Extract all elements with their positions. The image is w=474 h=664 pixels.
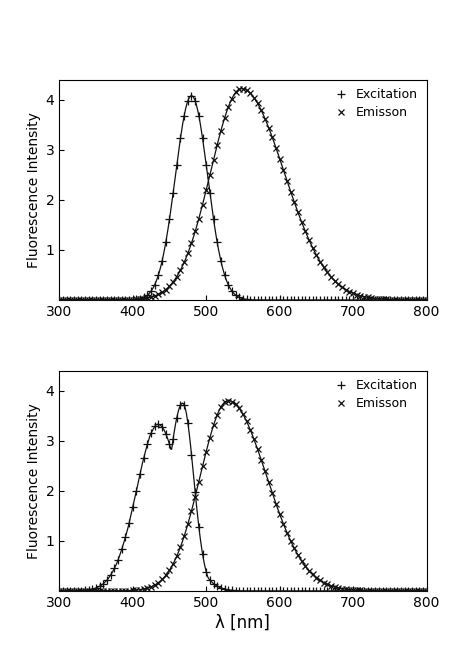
Excitation: [82, 296, 88, 304]
Emisson: [148, 583, 154, 591]
Emisson: [281, 520, 286, 528]
Emisson: [240, 85, 246, 93]
Emisson: [336, 280, 341, 288]
Emisson: [226, 104, 231, 112]
Excitation: [281, 587, 286, 595]
Excitation: [336, 296, 341, 304]
Emisson: [317, 576, 323, 584]
Excitation: [336, 587, 341, 595]
Emisson: [317, 258, 323, 266]
Excitation: [281, 296, 286, 304]
Excitation: [181, 401, 187, 409]
X-axis label: λ [nm]: λ [nm]: [216, 614, 270, 632]
Emisson: [336, 584, 341, 592]
Line: Emisson: Emisson: [56, 398, 430, 594]
Excitation: [229, 287, 235, 295]
Emisson: [56, 296, 62, 304]
Excitation: [82, 586, 88, 594]
Excitation: [317, 296, 323, 304]
Excitation: [56, 296, 62, 304]
Excitation: [424, 587, 429, 595]
Excitation: [148, 429, 154, 437]
Excitation: [56, 587, 62, 595]
Line: Excitation: Excitation: [55, 401, 430, 595]
Y-axis label: Fluorescence Intensity: Fluorescence Intensity: [27, 403, 41, 558]
Emisson: [148, 293, 154, 301]
Legend: Excitation, Emisson: Excitation, Emisson: [329, 86, 420, 122]
Line: Emisson: Emisson: [56, 86, 430, 303]
Emisson: [281, 165, 286, 173]
Emisson: [82, 587, 88, 595]
Excitation: [189, 92, 194, 100]
Emisson: [82, 296, 88, 304]
Excitation: [229, 586, 235, 594]
Excitation: [148, 287, 154, 295]
Y-axis label: Fluorescence Intensity: Fluorescence Intensity: [27, 112, 41, 268]
Emisson: [229, 398, 235, 406]
Excitation: [317, 587, 323, 595]
Emisson: [424, 587, 429, 595]
Emisson: [424, 296, 429, 304]
Emisson: [56, 587, 62, 595]
Excitation: [424, 296, 429, 304]
Legend: Excitation, Emisson: Excitation, Emisson: [329, 377, 420, 413]
Emisson: [226, 396, 231, 404]
Line: Excitation: Excitation: [55, 92, 430, 304]
